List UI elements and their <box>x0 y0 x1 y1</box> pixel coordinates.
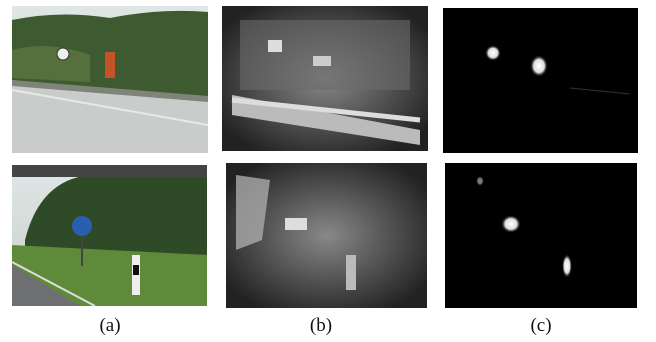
detection-map <box>443 8 638 153</box>
photo-roadside <box>12 165 207 306</box>
saliency-map <box>226 163 427 308</box>
page: (a) (b) (c) (() => { const data = JSON.p… <box>0 0 656 342</box>
detection-map <box>445 163 637 308</box>
panel-label: (a) <box>99 315 120 336</box>
saliency-map <box>222 6 428 151</box>
photo-highway <box>12 6 208 153</box>
figure: (a) (b) (c) <box>0 0 656 342</box>
panel-label: (b) <box>310 315 332 336</box>
panel-label: (c) <box>530 315 551 336</box>
